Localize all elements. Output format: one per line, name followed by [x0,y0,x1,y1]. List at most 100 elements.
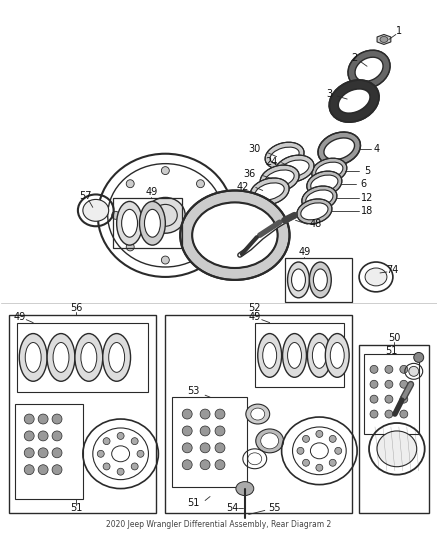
Ellipse shape [314,269,327,291]
Ellipse shape [301,203,328,220]
Ellipse shape [400,410,408,418]
Ellipse shape [306,190,333,207]
Ellipse shape [161,256,170,264]
Ellipse shape [211,212,219,219]
Ellipse shape [370,410,378,418]
Text: 56: 56 [70,303,82,313]
Ellipse shape [24,465,34,475]
Text: 55: 55 [268,504,281,513]
Ellipse shape [197,243,205,251]
Ellipse shape [197,180,205,188]
Ellipse shape [385,395,393,403]
Text: 57: 57 [80,191,92,201]
Ellipse shape [380,36,388,43]
Ellipse shape [52,414,62,424]
Bar [172,397,247,487]
Ellipse shape [329,435,336,442]
Ellipse shape [117,468,124,475]
Polygon shape [377,35,391,44]
Text: 49: 49 [13,312,25,322]
Text: 6: 6 [360,179,366,189]
Ellipse shape [355,57,383,82]
Ellipse shape [365,268,387,286]
Ellipse shape [192,203,278,268]
Text: 54: 54 [226,504,238,513]
Ellipse shape [309,262,331,298]
Ellipse shape [236,482,254,496]
Ellipse shape [180,190,290,280]
Ellipse shape [400,365,408,373]
Ellipse shape [316,162,343,179]
Bar [364,354,419,434]
Ellipse shape [260,165,299,192]
Ellipse shape [414,352,424,362]
Ellipse shape [161,167,170,175]
Ellipse shape [215,460,225,470]
Ellipse shape [97,450,104,457]
Text: 51: 51 [187,498,199,508]
Ellipse shape [24,414,34,424]
Ellipse shape [400,380,408,388]
Ellipse shape [385,365,393,373]
Ellipse shape [75,334,103,381]
Ellipse shape [280,160,309,177]
Ellipse shape [215,443,225,453]
Ellipse shape [24,448,34,458]
Bar [359,344,429,513]
Ellipse shape [215,426,225,436]
Ellipse shape [348,50,390,88]
Ellipse shape [19,334,47,381]
Ellipse shape [325,334,349,377]
Ellipse shape [137,450,144,457]
Ellipse shape [200,409,210,419]
Ellipse shape [145,197,185,233]
Bar [9,314,156,513]
Ellipse shape [126,243,134,251]
Ellipse shape [370,365,378,373]
Ellipse shape [52,448,62,458]
Bar [17,322,148,392]
Ellipse shape [182,213,218,237]
Text: 74: 74 [386,265,398,275]
Ellipse shape [275,155,314,182]
Ellipse shape [329,80,379,122]
Bar [165,314,352,513]
Ellipse shape [24,431,34,441]
Text: 30: 30 [249,144,261,154]
Text: 50: 50 [388,333,400,343]
Text: 1: 1 [396,27,402,36]
Ellipse shape [255,183,284,200]
Ellipse shape [283,334,307,377]
Ellipse shape [126,180,134,188]
Text: 18: 18 [361,206,373,216]
Text: 51: 51 [70,504,82,513]
Ellipse shape [318,132,360,165]
Ellipse shape [117,201,142,245]
Ellipse shape [200,443,210,453]
Ellipse shape [131,463,138,470]
Ellipse shape [316,464,323,471]
Ellipse shape [38,414,48,424]
Ellipse shape [251,408,265,420]
Ellipse shape [297,199,332,224]
Ellipse shape [292,269,305,291]
Ellipse shape [263,343,277,368]
Bar [285,258,352,302]
Text: 42: 42 [237,182,249,191]
Ellipse shape [112,212,120,219]
Ellipse shape [52,431,62,441]
Ellipse shape [38,448,48,458]
Ellipse shape [250,178,289,205]
Ellipse shape [81,343,97,373]
Text: 48: 48 [309,219,321,229]
Ellipse shape [200,426,210,436]
Bar [113,198,182,248]
Ellipse shape [53,343,69,373]
Ellipse shape [103,438,110,445]
Ellipse shape [25,343,41,373]
Ellipse shape [329,459,336,466]
Ellipse shape [307,171,342,196]
Ellipse shape [265,142,304,169]
Ellipse shape [83,199,109,221]
Ellipse shape [140,201,165,245]
